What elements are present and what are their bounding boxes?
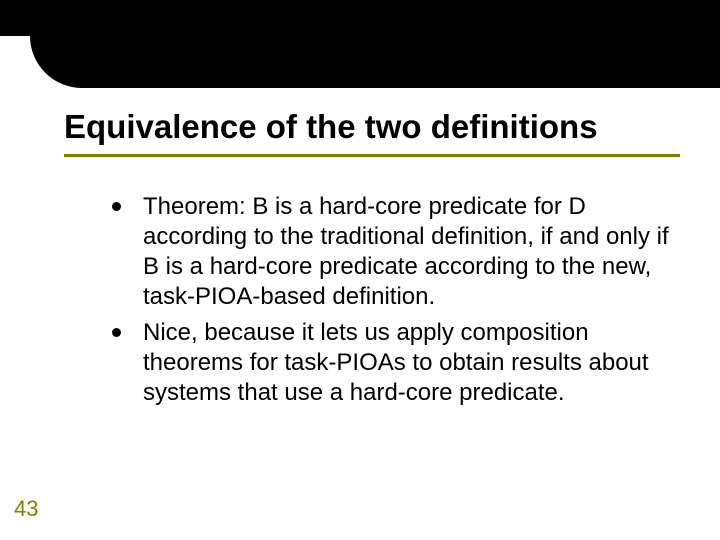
page-number: 43: [14, 496, 38, 522]
bullet-dot-icon: [112, 202, 121, 211]
bullet-item: Nice, because it lets us apply compositi…: [112, 318, 680, 408]
bullet-text: Nice, because it lets us apply compositi…: [143, 318, 680, 408]
bullet-item: Theorem: B is a hard-core predicate for …: [112, 192, 680, 312]
header-shape-fill: [0, 0, 30, 36]
bullet-dot-icon: [112, 328, 121, 337]
slide-title: Equivalence of the two definitions: [64, 108, 680, 157]
bullet-text: Theorem: B is a hard-core predicate for …: [143, 192, 680, 312]
header-shape: [30, 0, 720, 88]
slide-body: Theorem: B is a hard-core predicate for …: [112, 192, 680, 414]
